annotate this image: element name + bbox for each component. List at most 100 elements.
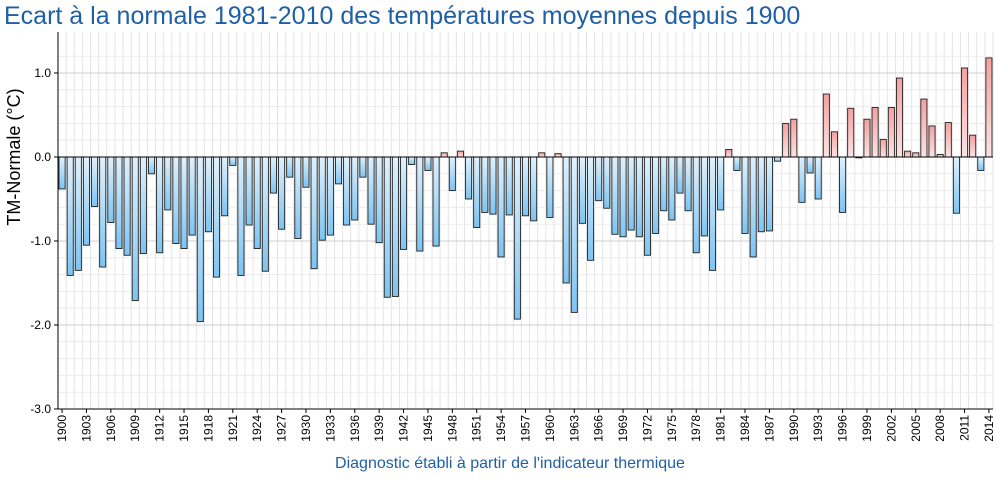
y-tick-label: -2.0 — [30, 318, 51, 332]
bar-1988 — [774, 156, 782, 162]
chart-title: Ecart à la normale 1981-2010 des tempéra… — [4, 2, 801, 30]
x-tick-label: 1966 — [592, 415, 606, 442]
bar-2004 — [904, 150, 912, 158]
bar-1961 — [554, 153, 562, 158]
x-tick-label: 2014 — [982, 415, 996, 442]
bar-1945 — [424, 156, 432, 171]
bar-1953 — [489, 156, 497, 215]
bar-1917 — [196, 156, 204, 323]
bar-1990 — [790, 118, 798, 158]
y-tick-label: 0.0 — [34, 150, 51, 164]
bar-2000 — [871, 106, 879, 158]
bar-2009 — [944, 122, 952, 158]
bar-1940 — [383, 156, 391, 298]
x-tick-label: 2011 — [958, 415, 972, 441]
bar-1992 — [806, 156, 814, 174]
x-tick-label: 1996 — [836, 415, 850, 442]
x-tick-label: 1954 — [494, 415, 508, 442]
x-tick-label: 1960 — [543, 415, 557, 442]
bar-1947 — [440, 152, 448, 158]
x-tick-label: 1930 — [299, 415, 313, 442]
bar-1911 — [147, 156, 156, 175]
chart-bars — [58, 57, 993, 323]
bar-1982 — [725, 148, 733, 158]
bar-2003 — [895, 77, 904, 158]
y-tick-label: 1.0 — [34, 66, 51, 80]
x-tick-label: 1909 — [128, 415, 142, 442]
x-tick-label: 2008 — [933, 415, 947, 442]
bar-1938 — [367, 156, 375, 225]
bar-1935 — [343, 156, 351, 226]
bar-1963 — [570, 156, 578, 313]
bar-1999 — [863, 118, 871, 158]
y-axis-label: TM-Normale (°C) — [4, 88, 24, 225]
bar-2011 — [961, 67, 969, 158]
bar-1927 — [278, 156, 286, 230]
bar-1922 — [237, 156, 245, 276]
bar-1920 — [221, 156, 229, 217]
bar-1971 — [635, 156, 643, 238]
x-tick-label: 1939 — [372, 415, 386, 442]
bar-1997 — [847, 107, 855, 158]
bar-1969 — [619, 156, 627, 238]
y-ticks: 1.0 0.0 -1.0 -2.0 -3.0 — [30, 66, 58, 416]
bar-1903 — [82, 156, 90, 246]
bar-1951 — [473, 156, 481, 229]
bar-2013 — [977, 156, 985, 171]
bar-2012 — [969, 134, 977, 158]
bar-1908 — [123, 156, 131, 256]
x-tick-label: 1924 — [250, 415, 264, 442]
bar-1944 — [416, 156, 424, 252]
bar-1973 — [652, 156, 660, 234]
x-tick-label: 1993 — [811, 415, 825, 442]
bar-1924 — [253, 156, 261, 250]
x-tick-label: 1984 — [738, 415, 752, 442]
bar-1948 — [448, 156, 456, 192]
x-tick-label: 1903 — [79, 415, 93, 442]
bar-1918 — [204, 156, 212, 233]
bar-1967 — [603, 156, 611, 209]
bar-1929 — [294, 156, 302, 239]
bar-1955 — [505, 156, 513, 216]
bar-1905 — [99, 156, 107, 268]
x-tick-label: 1975 — [665, 415, 679, 442]
bar-1946 — [432, 156, 440, 247]
x-tick-label: 1933 — [323, 415, 337, 442]
bar-2010 — [952, 156, 960, 214]
bar-1923 — [245, 156, 253, 226]
bar-1957 — [521, 156, 530, 217]
bar-1995 — [830, 131, 838, 158]
x-tick-label: 1900 — [55, 415, 69, 442]
bar-1907 — [115, 156, 123, 250]
bar-1936 — [351, 156, 359, 221]
bar-1976 — [676, 156, 684, 194]
bar-1978 — [692, 156, 700, 254]
x-tick-label: 1942 — [397, 415, 411, 442]
bar-1942 — [400, 156, 408, 250]
bar-1904 — [91, 156, 99, 208]
x-tick-label: 1957 — [519, 415, 533, 442]
bar-1939 — [375, 156, 383, 244]
bar-1930 — [302, 156, 310, 188]
bar-1980 — [708, 156, 717, 271]
bar-1958 — [530, 156, 538, 222]
x-tick-label: 1906 — [104, 415, 118, 442]
bar-1921 — [229, 156, 237, 166]
bar-1900 — [58, 156, 66, 190]
bar-2006 — [920, 98, 928, 158]
x-tick-label: 1936 — [348, 415, 362, 442]
bar-1984 — [741, 156, 749, 234]
bar-1994 — [822, 93, 830, 158]
x-tick-label: 2005 — [909, 415, 923, 442]
bar-1912 — [156, 156, 164, 254]
bar-1934 — [334, 156, 343, 185]
bar-1915 — [180, 156, 188, 250]
bar-1962 — [562, 156, 570, 284]
bar-1956 — [513, 156, 521, 320]
bar-1916 — [188, 156, 196, 236]
x-tick-label: 1912 — [153, 415, 167, 442]
bar-1977 — [684, 156, 692, 212]
x-tick-label: 1972 — [640, 415, 654, 442]
bar-1937 — [359, 156, 367, 178]
